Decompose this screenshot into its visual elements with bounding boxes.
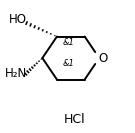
Text: HO: HO <box>9 13 27 26</box>
Text: O: O <box>98 51 107 65</box>
Text: H₂N: H₂N <box>5 67 28 80</box>
Text: &1: &1 <box>63 59 75 68</box>
Text: &1: &1 <box>63 38 75 47</box>
Text: HCl: HCl <box>63 113 85 126</box>
